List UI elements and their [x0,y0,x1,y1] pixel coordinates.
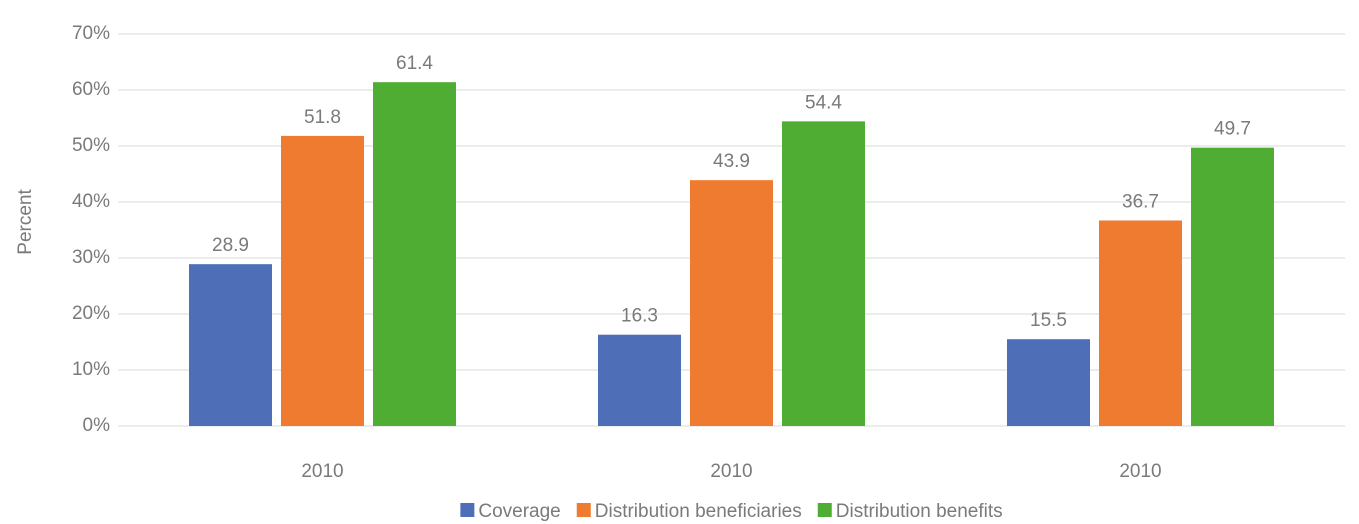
bar [1007,339,1090,426]
bar [1099,220,1182,426]
y-tick-label: 70% [72,23,110,44]
legend-label: Distribution beneficiaries [595,501,802,522]
bar [1191,147,1274,426]
data-label: 51.8 [304,107,341,128]
data-label: 36.7 [1122,191,1159,212]
data-label: 15.5 [1030,310,1067,331]
y-tick-label: 20% [72,303,110,324]
legend-label: Coverage [478,501,560,522]
data-label: 43.9 [713,151,750,172]
y-tick-label: 30% [72,247,110,268]
x-tick-label: 2010 [710,461,752,482]
bar [782,121,865,427]
bar [189,264,272,426]
data-label: 28.9 [212,235,249,256]
y-tick-label: 40% [72,191,110,212]
bar [690,180,773,426]
legend-swatch [460,503,475,517]
y-tick-label: 50% [72,135,110,156]
y-tick-label: 10% [72,359,110,380]
legend-swatch [817,503,832,517]
data-label: 16.3 [621,306,658,327]
x-tick-label: 2010 [1119,461,1161,482]
bar [373,82,456,426]
data-label: 54.4 [805,92,842,113]
data-label: 61.4 [396,53,433,74]
legend-swatch [576,503,591,517]
x-tick-label: 2010 [301,461,343,482]
bar [598,334,681,426]
bar [281,135,364,427]
y-tick-label: 60% [72,79,110,100]
y-tick-label: 0% [83,415,111,436]
legend-label: Distribution benefits [836,501,1003,522]
data-label: 49.7 [1214,119,1251,140]
y-axis-label: Percent [15,189,36,255]
